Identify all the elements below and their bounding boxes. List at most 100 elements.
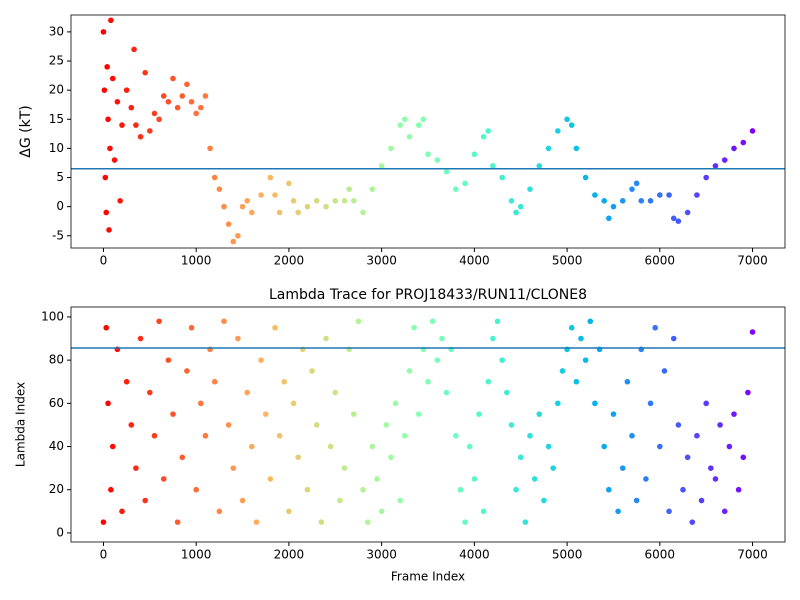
point: [128, 422, 135, 428]
points: [100, 17, 756, 245]
point: [369, 186, 376, 192]
point: [712, 476, 719, 482]
point: [281, 378, 288, 385]
point: [568, 324, 575, 331]
point: [151, 110, 158, 117]
point: [480, 133, 487, 140]
y-tick-label: 0: [56, 525, 64, 539]
point: [170, 75, 176, 82]
point: [388, 145, 394, 152]
x-tick-label: 1000: [181, 254, 212, 268]
y-tick-label: 100: [41, 309, 64, 323]
point: [661, 368, 668, 374]
point: [670, 335, 677, 342]
point: [211, 174, 218, 181]
point: [165, 357, 172, 363]
point: [128, 104, 135, 111]
point: [304, 203, 311, 210]
x-tick-label: 3000: [366, 548, 397, 562]
point: [684, 209, 691, 216]
point: [262, 411, 269, 417]
point: [499, 357, 505, 363]
point: [351, 198, 357, 204]
point: [513, 486, 519, 493]
point: [137, 335, 144, 342]
point: [253, 519, 260, 525]
point: [647, 400, 654, 407]
point: [476, 411, 482, 417]
point: [364, 519, 371, 525]
point: [420, 116, 427, 123]
point: [703, 174, 709, 181]
point: [555, 400, 561, 407]
point: [601, 198, 607, 204]
point: [286, 180, 292, 187]
point: [411, 324, 417, 331]
point: [165, 98, 172, 105]
point: [106, 227, 112, 233]
point: [633, 497, 640, 504]
point: [332, 198, 339, 204]
point: [513, 209, 519, 216]
point: [272, 324, 278, 331]
point: [434, 157, 441, 163]
point: [694, 192, 700, 198]
point: [466, 443, 473, 450]
y-tick-label: 25: [49, 54, 64, 68]
point: [109, 75, 116, 82]
point: [735, 486, 742, 493]
point: [151, 432, 158, 439]
point: [109, 443, 116, 450]
point: [568, 122, 575, 128]
y-axis-label: ΔG (kT): [18, 105, 34, 157]
point: [147, 128, 153, 134]
point: [555, 128, 561, 134]
y-tick-label: 40: [49, 439, 64, 453]
point: [267, 174, 274, 181]
point: [337, 497, 343, 504]
point: [221, 203, 227, 210]
point: [105, 116, 111, 123]
axes-frame: [70, 14, 786, 249]
point: [619, 198, 626, 204]
point: [193, 486, 199, 493]
point: [684, 454, 691, 461]
point: [619, 465, 626, 471]
point: [160, 93, 167, 99]
point: [582, 357, 589, 363]
point: [184, 81, 190, 88]
y-tick-label: 20: [49, 482, 64, 496]
x-tick-label: 5000: [552, 548, 583, 562]
x-tick-label: 6000: [645, 548, 676, 562]
point: [286, 508, 292, 515]
point: [480, 508, 487, 515]
point: [522, 519, 529, 525]
point: [545, 145, 552, 152]
point: [666, 508, 672, 515]
point: [485, 378, 492, 385]
point: [494, 318, 501, 325]
point: [108, 486, 114, 493]
point: [318, 519, 325, 525]
point: [378, 163, 385, 169]
point: [156, 318, 162, 325]
point: [216, 508, 223, 515]
point: [225, 221, 232, 227]
point: [606, 215, 612, 222]
point: [740, 139, 747, 146]
point: [313, 198, 320, 204]
x-tick-label: 2000: [274, 548, 305, 562]
point: [341, 198, 348, 204]
point: [624, 378, 631, 385]
point: [471, 151, 478, 158]
point: [295, 209, 301, 216]
point: [133, 122, 139, 128]
point: [327, 443, 334, 450]
point: [675, 218, 682, 225]
point: [402, 432, 408, 439]
y-tick-label: 0: [56, 199, 64, 213]
point: [267, 476, 274, 482]
point: [721, 157, 728, 163]
point: [721, 508, 728, 515]
point: [471, 476, 478, 482]
